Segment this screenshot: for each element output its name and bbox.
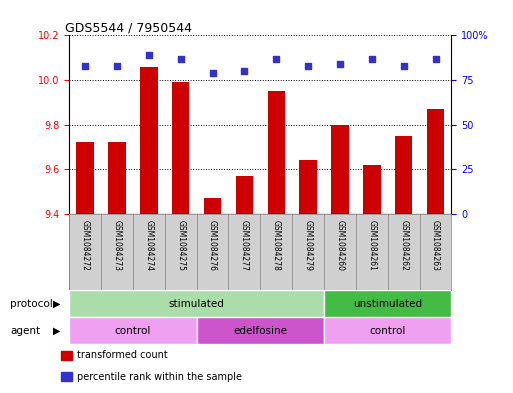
Bar xyxy=(427,109,444,214)
Text: transformed count: transformed count xyxy=(76,350,167,360)
Bar xyxy=(204,198,221,214)
Text: GSM1084277: GSM1084277 xyxy=(240,220,249,271)
Text: control: control xyxy=(369,325,406,336)
Text: GSM1084262: GSM1084262 xyxy=(399,220,408,271)
Bar xyxy=(196,317,324,344)
Bar xyxy=(140,66,157,214)
Bar xyxy=(69,317,196,344)
Text: ▶: ▶ xyxy=(53,299,61,309)
Bar xyxy=(108,142,126,214)
Bar xyxy=(61,372,72,381)
Bar xyxy=(395,136,412,214)
Bar xyxy=(267,91,285,214)
Text: GSM1084275: GSM1084275 xyxy=(176,220,185,271)
Point xyxy=(176,55,185,62)
Bar xyxy=(69,290,324,317)
Bar xyxy=(324,317,451,344)
Text: control: control xyxy=(115,325,151,336)
Text: GSM1084260: GSM1084260 xyxy=(336,220,344,271)
Text: GSM1084272: GSM1084272 xyxy=(81,220,90,271)
Bar xyxy=(363,165,381,214)
Point xyxy=(240,68,248,74)
Text: GSM1084263: GSM1084263 xyxy=(431,220,440,271)
Bar xyxy=(172,82,189,214)
Bar xyxy=(331,125,349,214)
Bar xyxy=(61,351,72,360)
Point xyxy=(81,62,89,69)
Text: GSM1084274: GSM1084274 xyxy=(144,220,153,271)
Text: GSM1084261: GSM1084261 xyxy=(367,220,377,271)
Text: ▶: ▶ xyxy=(53,325,61,336)
Bar xyxy=(300,160,317,214)
Text: edelfosine: edelfosine xyxy=(233,325,287,336)
Text: GSM1084273: GSM1084273 xyxy=(112,220,122,271)
Point xyxy=(272,55,281,62)
Point xyxy=(368,55,376,62)
Text: stimulated: stimulated xyxy=(169,299,225,309)
Text: GSM1084279: GSM1084279 xyxy=(304,220,312,271)
Text: GSM1084278: GSM1084278 xyxy=(272,220,281,271)
Point xyxy=(304,62,312,69)
Text: percentile rank within the sample: percentile rank within the sample xyxy=(76,372,242,382)
Point xyxy=(336,61,344,67)
Point xyxy=(400,62,408,69)
Point xyxy=(145,52,153,58)
Text: unstimulated: unstimulated xyxy=(353,299,422,309)
Text: GSM1084276: GSM1084276 xyxy=(208,220,217,271)
Point xyxy=(431,55,440,62)
Bar xyxy=(76,142,94,214)
Text: GDS5544 / 7950544: GDS5544 / 7950544 xyxy=(66,21,192,34)
Bar xyxy=(324,290,451,317)
Text: protocol: protocol xyxy=(10,299,53,309)
Bar xyxy=(235,176,253,214)
Text: agent: agent xyxy=(10,325,41,336)
Point xyxy=(208,70,216,76)
Point xyxy=(113,62,121,69)
